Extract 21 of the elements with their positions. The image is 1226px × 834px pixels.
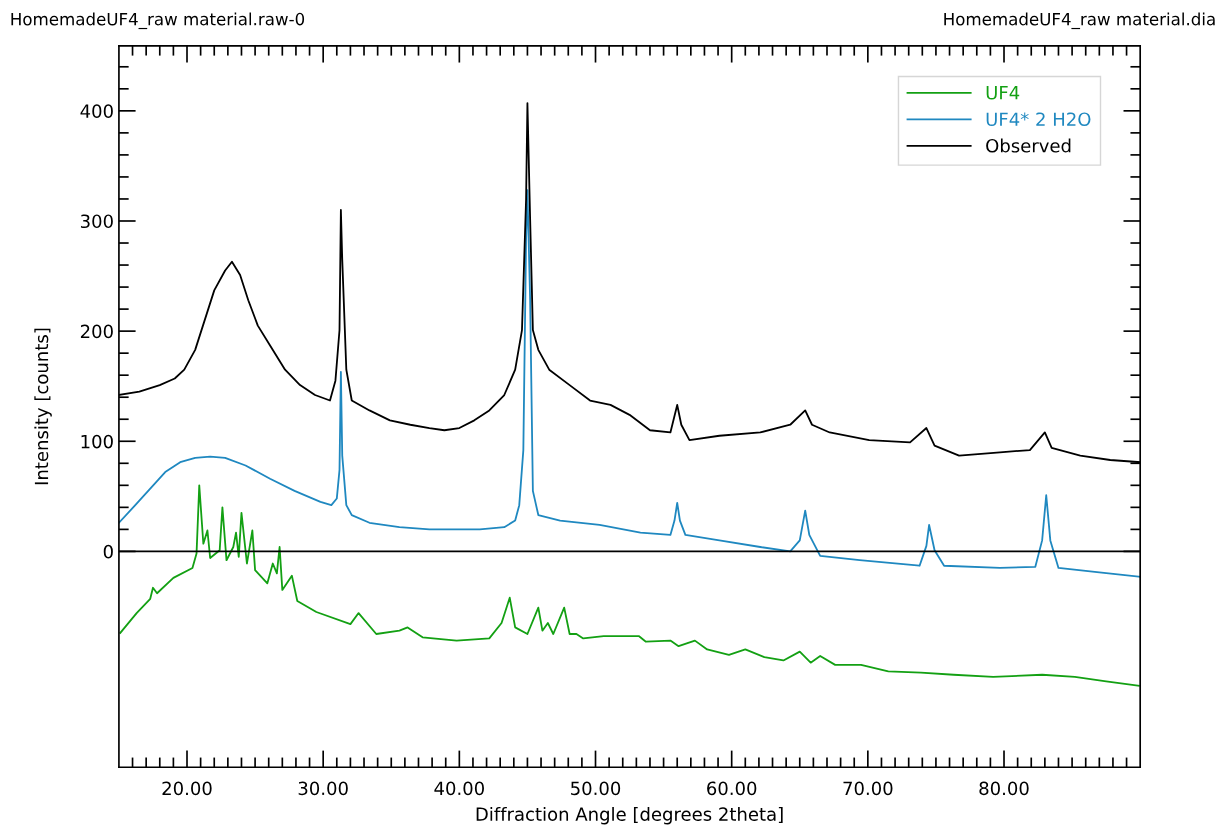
y-tick-label: 0 <box>103 544 113 559</box>
x-axis-title: Diffraction Angle [degrees 2theta] <box>476 806 783 825</box>
legend-label: UF4* 2 H2O <box>986 112 1091 127</box>
x-tick-label: 20.00 <box>162 781 212 796</box>
y-tick-label: 200 <box>80 324 113 339</box>
legend-label: UF4 <box>986 86 1020 100</box>
line-series <box>118 189 1141 578</box>
line-series <box>119 484 1140 687</box>
y-tick-label: 300 <box>80 214 113 229</box>
y-axis-title: Intensity [counts] <box>34 328 52 485</box>
x-tick-label: 70.00 <box>843 781 893 796</box>
x-tick-label: 30.00 <box>298 781 348 796</box>
x-tick-label: 40.00 <box>434 781 484 796</box>
x-tick-label: 60.00 <box>707 781 757 796</box>
text: HomemadeUF4_raw material.raw-0 <box>11 12 305 30</box>
text: HomemadeUF4_raw material.dia <box>944 12 1215 30</box>
y-tick-label: 400 <box>80 104 113 118</box>
x-tick-label: 50.00 <box>571 781 621 796</box>
legend-label: Observed <box>986 138 1071 153</box>
y-tick-label: 100 <box>81 434 113 449</box>
x-tick-label: 80.00 <box>979 781 1029 796</box>
